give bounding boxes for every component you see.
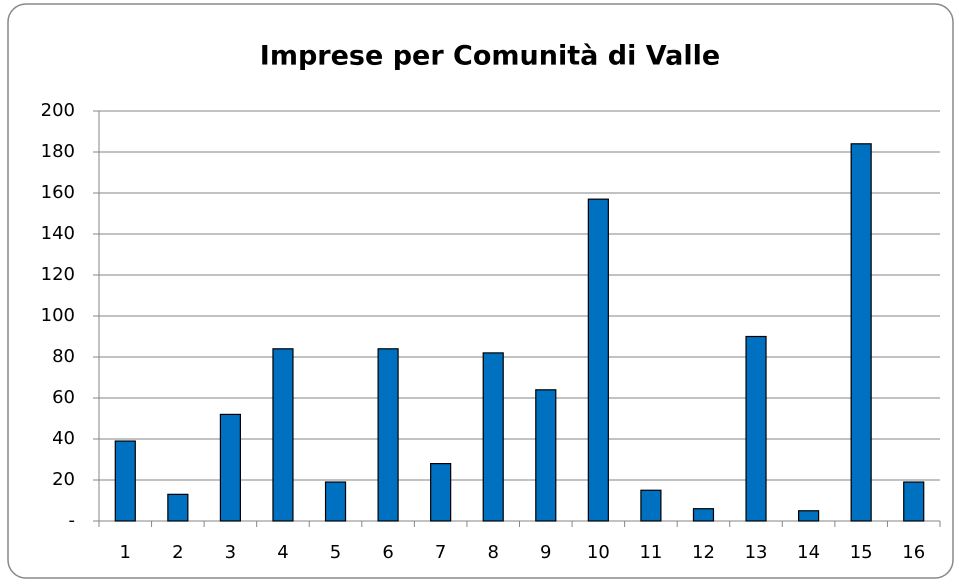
y-tick-label: 200: [41, 100, 75, 121]
chart-border: [7, 3, 954, 579]
y-tick-label: -: [69, 510, 76, 531]
y-tick-label: 80: [52, 346, 75, 367]
y-tick-label: 140: [41, 223, 75, 244]
y-tick-label: 160: [41, 182, 75, 203]
y-tick-label: 60: [52, 387, 75, 408]
x-tick-label: 13: [745, 542, 768, 563]
chart-title: Imprese per Comunità di Valle: [260, 41, 720, 72]
y-tick-label: 40: [52, 428, 75, 449]
bar: [692, 508, 715, 522]
x-tick-label: 15: [850, 542, 873, 563]
bar: [745, 335, 767, 522]
x-tick-label: 1: [120, 542, 131, 563]
bar: [324, 481, 347, 522]
bar: [114, 440, 136, 522]
bar: [850, 143, 872, 522]
bar: [640, 489, 662, 522]
x-tick-label: 5: [330, 542, 341, 563]
x-tick-label: 16: [902, 542, 925, 563]
bar: [167, 493, 189, 522]
x-tick-label: 14: [797, 542, 820, 563]
x-tick-label: 12: [692, 542, 715, 563]
y-tick-label: 180: [41, 141, 75, 162]
bar: [482, 352, 504, 522]
bar: [272, 348, 294, 522]
x-tick-label: 8: [487, 542, 498, 563]
x-tick-label: 7: [435, 542, 446, 563]
bar: [430, 463, 452, 522]
bar: [219, 413, 242, 522]
y-tick-label: 20: [52, 469, 75, 490]
x-tick-label: 9: [540, 542, 551, 563]
y-tick-label: 120: [41, 264, 75, 285]
x-tick-label: 11: [639, 542, 662, 563]
x-tick-label: 4: [277, 542, 288, 563]
x-tick-label: 2: [172, 542, 183, 563]
bar: [587, 198, 609, 522]
bar: [377, 348, 399, 522]
x-tick-label: 10: [587, 542, 610, 563]
bar: [797, 510, 820, 522]
y-tick-label: 100: [41, 305, 75, 326]
bar: [535, 389, 557, 522]
x-tick-label: 6: [382, 542, 393, 563]
x-tick-label: 3: [225, 542, 236, 563]
bar: [903, 481, 925, 522]
